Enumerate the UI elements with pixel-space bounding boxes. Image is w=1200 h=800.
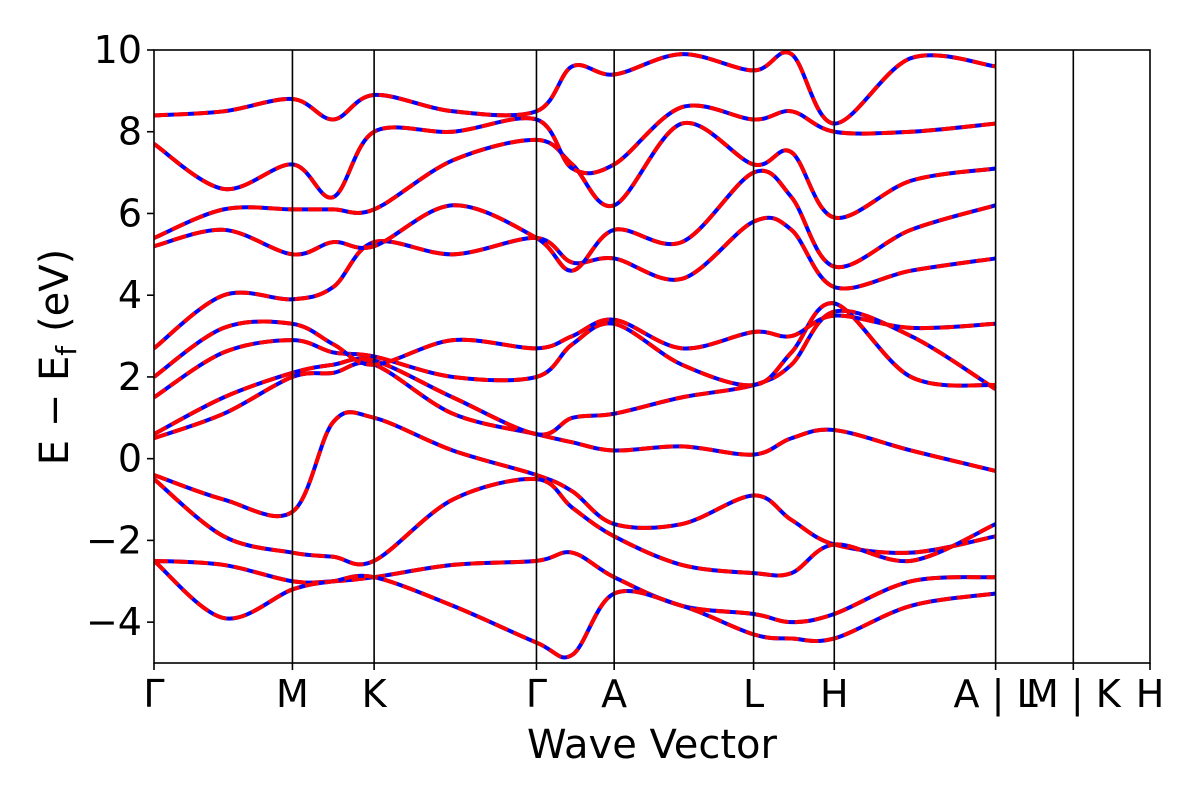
x-axis-ticks: Γ M K Γ A L H A | LM | K H [143,663,1164,717]
x-tick-label: M | K [1026,672,1122,717]
band-fit-line [154,360,997,473]
band-fit-line [154,559,996,660]
band-fit-line [154,215,996,350]
x-tick-label: Γ [143,672,164,716]
band-fit-line [154,103,996,200]
x-tick-label: L [743,672,764,716]
band-fit-line [154,168,997,273]
y-tick-label: 4 [118,273,142,317]
band-dft-line [154,120,996,240]
band-fit-line [154,50,996,126]
y-tick-label: 8 [118,110,142,154]
band-dft-line [154,308,997,437]
x-tick-label: Γ [526,672,547,716]
x-tick-label: K [362,672,388,716]
plot-frame [153,49,1151,664]
band-fit-line [154,313,996,379]
kpoint-divider-lines [291,50,1075,663]
y-tick-label: −4 [86,600,142,644]
band-fit-line [154,120,996,240]
x-tick-label: H [1136,672,1165,716]
y-axis-title-main: E − E [32,356,78,466]
band-fit-line [154,301,996,400]
band-dft-line [154,313,996,379]
y-tick-label: 6 [118,191,142,235]
band-dft-line [154,559,996,660]
x-axis-title: Wave Vector [527,722,778,768]
band-fit-line [154,410,997,555]
band-dft-line [154,410,997,555]
x-tick-label: H [820,672,849,716]
y-tick-label: −2 [86,518,142,562]
x-tick-label: M [276,672,309,716]
band-fit-line [154,476,997,578]
y-tick-label: 10 [94,28,142,72]
y-axis-ticks: −4 −2 0 2 4 6 8 10 [86,28,154,644]
x-tick-label: A | L [954,672,1038,717]
band-dft-line [154,103,996,200]
y-tick-label: 2 [118,355,142,399]
band-fit-line [154,550,996,625]
y-tick-label: 0 [118,437,142,481]
y-axis-title: E − Ef (eV) [32,249,83,466]
band-dft-line [154,550,996,625]
band-lines [154,50,997,660]
band-dft-line [154,50,996,126]
y-axis-title-subscript: f [50,345,83,356]
y-axis-title-unit: (eV) [32,249,78,332]
x-tick-label: A [601,672,627,716]
